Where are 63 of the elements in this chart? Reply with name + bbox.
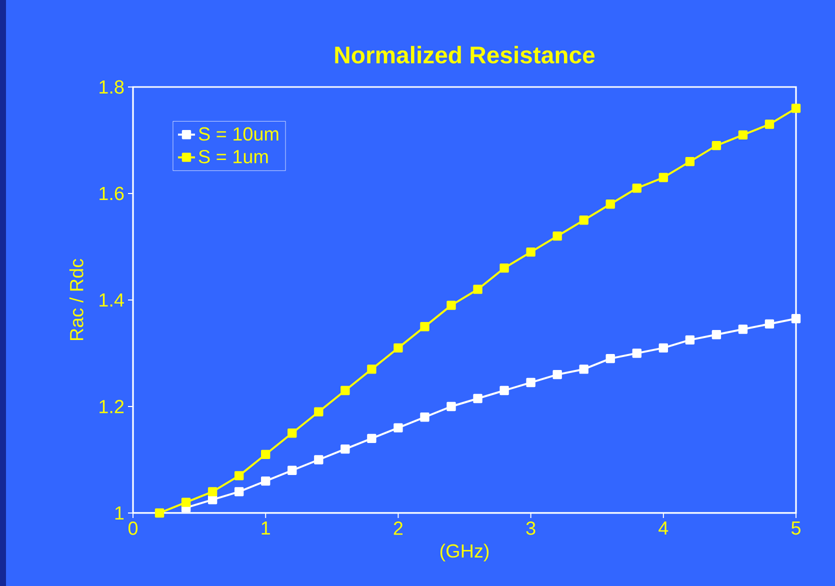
point	[764, 319, 774, 329]
point	[314, 455, 324, 464]
point	[446, 300, 456, 310]
point	[420, 412, 430, 422]
point	[658, 172, 668, 182]
point	[712, 140, 722, 150]
chart-title: Normalized Resistance	[335, 46, 595, 64]
point	[632, 348, 642, 358]
point	[606, 200, 615, 209]
point	[367, 434, 376, 444]
point	[526, 378, 536, 388]
point	[791, 104, 801, 113]
y-tick-label: 1	[115, 506, 124, 520]
point	[420, 322, 430, 332]
point	[552, 231, 562, 241]
x-axis-title: (GHz)	[440, 544, 489, 562]
point	[394, 423, 403, 432]
x-tick-label: 3	[526, 522, 536, 535]
point	[552, 370, 562, 380]
y-tick-label: 1.4	[100, 293, 124, 306]
point	[340, 386, 350, 396]
point	[340, 444, 350, 454]
point	[685, 156, 695, 166]
point	[234, 487, 244, 496]
y-tick-label: 1.2	[100, 400, 124, 414]
x-tick-label: 2	[394, 522, 403, 535]
point	[526, 247, 536, 257]
x-tick-label: 1	[262, 522, 270, 535]
point	[473, 394, 482, 404]
point	[394, 343, 403, 353]
point	[181, 498, 191, 507]
point	[473, 284, 482, 294]
point	[712, 330, 722, 340]
point	[764, 120, 774, 129]
point	[658, 343, 668, 353]
y-tick-label: 1.6	[100, 186, 124, 200]
legend-label: S = 10um	[198, 127, 278, 141]
point	[738, 130, 748, 140]
point	[288, 466, 297, 475]
point	[632, 184, 642, 193]
x-tick-label: 5	[791, 522, 800, 535]
point	[208, 487, 218, 496]
x-tick-label: 0	[128, 522, 138, 535]
point	[579, 364, 588, 374]
y-tick-label: 1.8	[100, 80, 124, 94]
point	[579, 216, 588, 225]
point	[500, 263, 509, 273]
point	[234, 471, 244, 480]
point	[738, 324, 748, 334]
point	[261, 450, 270, 460]
y-axis-title: Rac / Rdc	[69, 258, 84, 340]
legend-label: S = 1um	[198, 150, 268, 164]
x-tick-label: 4	[658, 522, 668, 535]
point	[154, 508, 164, 518]
point	[500, 386, 509, 396]
point	[606, 354, 615, 364]
point	[446, 402, 456, 412]
point	[791, 314, 801, 324]
point	[261, 476, 270, 486]
point	[314, 407, 324, 416]
point	[288, 428, 297, 438]
point	[685, 335, 695, 345]
point	[367, 364, 376, 374]
